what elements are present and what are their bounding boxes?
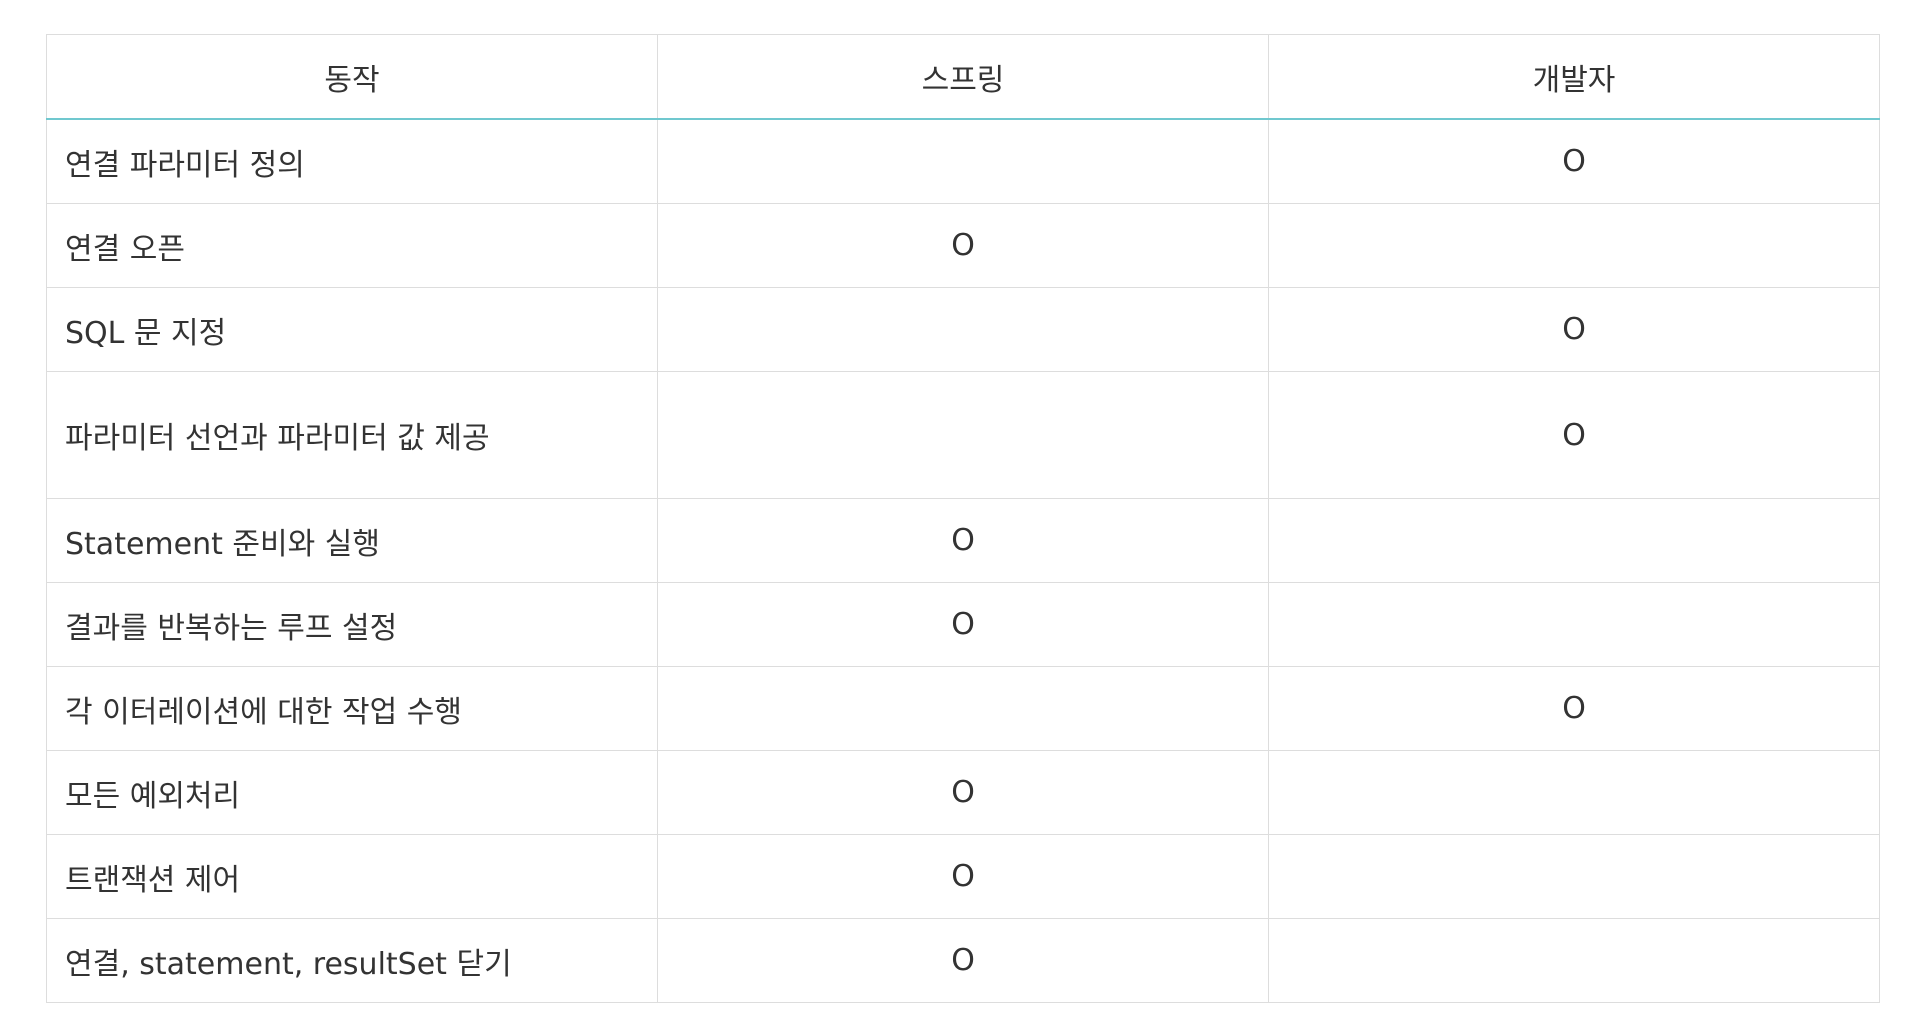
spring-cell [657,666,1269,751]
spring-cell [657,118,1269,204]
action-cell: 각 이터레이션에 대한 작업 수행 [46,666,658,751]
action-cell: Statement 준비와 실행 [46,498,658,583]
developer-cell [1268,834,1880,919]
table-row: 결과를 반복하는 루프 설정 O [46,582,1880,667]
table-row: 파라미터 선언과 파라미터 값 제공 O [46,371,1880,499]
developer-cell [1268,918,1880,1003]
header-row: 동작 스프링 개발자 [46,34,1880,120]
header-action: 동작 [46,34,658,120]
developer-cell: O [1268,287,1880,372]
table-row: Statement 준비와 실행 O [46,498,1880,583]
spring-cell: O [657,918,1269,1003]
responsibility-table: 동작 스프링 개발자 연결 파라미터 정의 O 연결 오픈 O SQL 문 지정… [46,34,1880,1003]
table-header: 동작 스프링 개발자 [46,34,1880,120]
header-spring: 스프링 [657,34,1269,120]
developer-cell [1268,203,1880,288]
developer-cell [1268,498,1880,583]
header-developer: 개발자 [1268,34,1880,120]
developer-cell [1268,750,1880,835]
spring-cell: O [657,834,1269,919]
spring-cell: O [657,582,1269,667]
table-row: SQL 문 지정 O [46,287,1880,372]
action-cell: 모든 예외처리 [46,750,658,835]
table-row: 연결, statement, resultSet 닫기 O [46,918,1880,1003]
action-cell: 연결 파라미터 정의 [46,118,658,204]
developer-cell [1268,582,1880,667]
table-row: 트랜잭션 제어 O [46,834,1880,919]
table-body: 연결 파라미터 정의 O 연결 오픈 O SQL 문 지정 O 파라미터 선언과… [46,118,1880,1003]
action-cell: SQL 문 지정 [46,287,658,372]
action-cell: 파라미터 선언과 파라미터 값 제공 [46,371,658,499]
spring-cell [657,371,1269,499]
spring-cell: O [657,498,1269,583]
developer-cell: O [1268,371,1880,499]
table-row: 모든 예외처리 O [46,750,1880,835]
action-cell: 결과를 반복하는 루프 설정 [46,582,658,667]
table-row: 각 이터레이션에 대한 작업 수행 O [46,666,1880,751]
table-row: 연결 파라미터 정의 O [46,118,1880,204]
developer-cell: O [1268,666,1880,751]
spring-cell: O [657,750,1269,835]
action-cell: 트랜잭션 제어 [46,834,658,919]
table-row: 연결 오픈 O [46,203,1880,288]
action-cell: 연결 오픈 [46,203,658,288]
spring-cell [657,287,1269,372]
spring-cell: O [657,203,1269,288]
developer-cell: O [1268,118,1880,204]
action-cell: 연결, statement, resultSet 닫기 [46,918,658,1003]
